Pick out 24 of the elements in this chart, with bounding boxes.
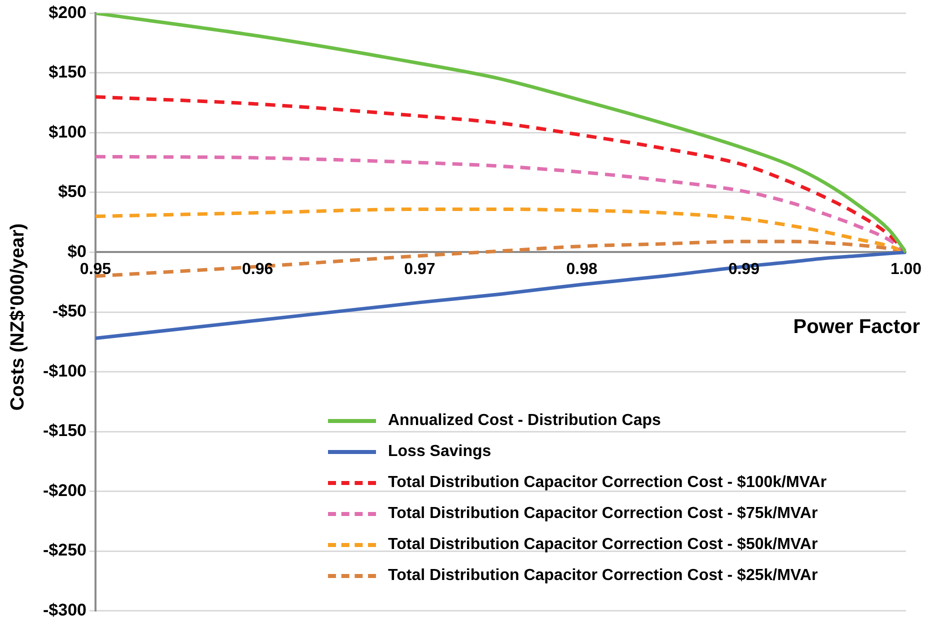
y-tick-label: -$300 [42, 600, 86, 620]
legend-label: Total Distribution Capacitor Correction Cost - $75k/MVAr [388, 504, 818, 522]
y-tick-label: -$200 [42, 480, 86, 500]
y-tick-label: -$50 [52, 302, 86, 321]
y-tick-label: $100 [48, 122, 86, 142]
x-tick-label: 0.97 [404, 261, 436, 278]
y-tick-label: -$100 [42, 361, 86, 380]
y-tick-label: -$150 [42, 421, 86, 440]
y-axis-title: Costs (NZ$'000/year) [8, 223, 30, 411]
legend-label: Loss Savings [388, 442, 492, 460]
legend-label: Total Distribution Capacitor Correction Cost - $50k/MVAr [388, 536, 818, 554]
y-tick-label: $150 [48, 62, 86, 82]
legend-label: Total Distribution Capacitor Correction Cost - $25k/MVAr [388, 566, 818, 584]
x-tick-label: 0.95 [80, 261, 112, 278]
legend-label: Total Distribution Capacitor Correction Cost - $100k/MVAr [388, 474, 827, 492]
y-tick-label: -$250 [42, 540, 86, 560]
x-axis-title: Power Factor [793, 316, 920, 339]
y-tick-label: $0 [68, 242, 86, 261]
legend-label: Annualized Cost - Distribution Caps [388, 412, 661, 430]
x-tick-label: 0.98 [566, 261, 598, 278]
x-tick-label: 1.00 [890, 261, 922, 278]
y-tick-label: $50 [58, 182, 86, 202]
x-tick-label: 0.96 [242, 261, 274, 278]
y-tick-label: $200 [48, 2, 86, 22]
